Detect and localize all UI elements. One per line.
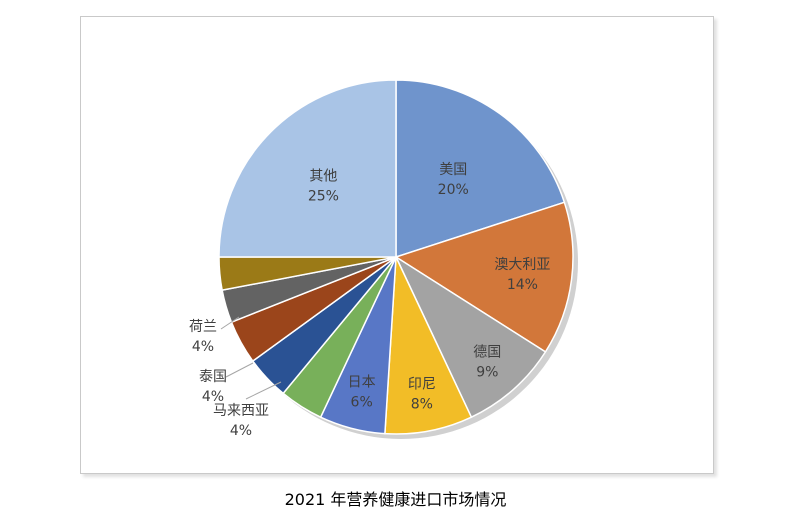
slice-percent-label: 8% bbox=[411, 397, 433, 413]
slice-percent-label: 4% bbox=[202, 389, 224, 405]
slice-name-label: 其他 bbox=[309, 168, 337, 184]
leader-line bbox=[220, 316, 240, 330]
slice-name-label: 泰国 bbox=[199, 369, 227, 385]
chart-caption: 2021 年营养健康进口市场情况 bbox=[284, 490, 507, 509]
slice-name-label: 日本 bbox=[348, 375, 376, 391]
pie-leader-lines bbox=[220, 316, 282, 400]
slice-name-label: 澳大利亚 bbox=[494, 257, 550, 273]
slice-name-label: 德国 bbox=[473, 345, 501, 361]
pie-slice-澳大利亚 bbox=[394, 201, 574, 353]
pie-slice-德国 bbox=[394, 254, 547, 419]
pie-slice-印尼 bbox=[384, 256, 473, 435]
slice-percent-label: 9% bbox=[476, 365, 498, 381]
slice-percent-label: 4% bbox=[230, 423, 252, 439]
slice-percent-label: 4% bbox=[192, 339, 214, 355]
slice-percent-label: 20% bbox=[438, 182, 469, 198]
slice-name-label: 美国 bbox=[439, 162, 467, 178]
pie-chart: 美国20%澳大利亚14%德国9%印尼8%日本6%马来西亚4%泰国4%荷兰4%其他… bbox=[189, 79, 578, 439]
slice-percent-label: 25% bbox=[308, 188, 339, 204]
leader-line bbox=[245, 381, 282, 400]
pie-labels: 美国20%澳大利亚14%德国9%印尼8%日本6%马来西亚4%泰国4%荷兰4%其他… bbox=[189, 162, 550, 439]
leader-line bbox=[225, 362, 254, 378]
slice-name-label: 印尼 bbox=[408, 377, 436, 393]
slice-name-label: 荷兰 bbox=[189, 319, 217, 335]
slice-percent-label: 14% bbox=[507, 277, 538, 293]
pie-slice-其他 bbox=[218, 79, 397, 258]
chart-frame: 美国 20% 澳大利亚 14% 德国 9% 印尼 8% 日本 6% 马来西亚 4% 泰国 4% 荷兰 4% 其他… bbox=[80, 16, 714, 474]
pie-slice-美国 bbox=[395, 79, 566, 259]
slice-name-label: 马来西亚 bbox=[213, 403, 269, 419]
pie-slices bbox=[218, 79, 574, 435]
slice-percent-label: 6% bbox=[351, 395, 373, 411]
